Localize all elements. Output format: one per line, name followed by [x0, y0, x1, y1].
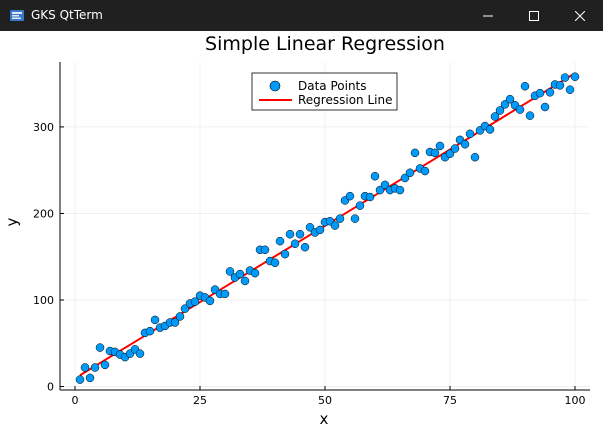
data-point	[270, 258, 280, 268]
data-point	[350, 214, 360, 223]
x-axis-label: x	[320, 410, 329, 428]
data-point	[240, 276, 250, 286]
data-point	[290, 239, 300, 248]
data-point	[280, 249, 290, 259]
close-icon	[575, 10, 585, 21]
legend: Data Points Regression Line	[251, 72, 398, 111]
data-point	[205, 296, 215, 306]
data-point	[545, 88, 555, 97]
data-point	[190, 297, 200, 306]
data-point	[565, 85, 575, 94]
data-point	[485, 125, 495, 134]
data-point	[505, 94, 515, 104]
data-point	[100, 360, 110, 370]
x-tick-label: 0	[72, 394, 79, 407]
data-point	[345, 191, 355, 201]
data-point	[380, 180, 390, 190]
plot-area: 0 25 50 75 100 0 100 200 300 Simple Linear Regre…	[0, 31, 603, 433]
window-title: GKS QtTerm	[31, 8, 103, 22]
data-point	[540, 102, 550, 112]
y-tick-label: 200	[33, 207, 54, 220]
data-point	[495, 106, 505, 115]
x-tick-label: 75	[443, 394, 457, 407]
data-point	[80, 363, 90, 372]
data-point	[75, 375, 85, 384]
data-point	[90, 363, 100, 372]
data-point	[560, 73, 570, 82]
data-point	[180, 304, 190, 313]
data-point	[85, 373, 95, 383]
data-point	[420, 166, 430, 176]
maximize-icon	[529, 10, 539, 21]
data-point	[305, 223, 315, 232]
data-point	[150, 315, 160, 325]
data-point	[225, 267, 235, 276]
data-point	[535, 88, 545, 98]
data-point	[375, 185, 385, 195]
data-point	[490, 112, 500, 121]
minimize-icon	[483, 15, 493, 16]
data-point	[395, 185, 405, 195]
data-point	[370, 171, 380, 181]
x-tick-label: 100	[565, 394, 586, 407]
data-point	[260, 245, 270, 255]
data-point	[410, 148, 420, 158]
legend-label-data-points: Data Points	[298, 79, 367, 93]
data-point	[555, 81, 565, 90]
data-point	[175, 312, 185, 321]
data-point	[145, 326, 155, 336]
data-point	[430, 148, 440, 158]
chart-title: Simple Linear Regression	[205, 33, 445, 55]
data-point	[515, 105, 525, 114]
data-point	[500, 100, 510, 109]
data-point	[365, 192, 375, 202]
data-point	[450, 144, 460, 153]
data-point	[235, 269, 245, 279]
legend-box	[251, 72, 398, 111]
y-tick-label: 0	[47, 381, 54, 394]
y-axis-label: y	[3, 217, 21, 226]
title-bar[interactable]: GKS QtTerm	[0, 0, 603, 31]
y-tick-label: 100	[33, 294, 54, 307]
data-point	[135, 349, 145, 358]
data-point	[525, 111, 535, 120]
data-point	[400, 173, 410, 183]
x-tick-label: 50	[318, 394, 332, 407]
data-point	[520, 81, 530, 91]
data-point	[295, 229, 305, 239]
data-point	[330, 221, 340, 230]
chart: 0 25 50 75 100 0 100 200 300 Simple Linear Regre…	[3, 33, 590, 428]
data-point	[300, 242, 310, 252]
data-point	[285, 229, 295, 239]
data-point	[275, 236, 285, 246]
data-point	[170, 318, 180, 327]
data-point	[465, 129, 475, 139]
maximize-button[interactable]	[511, 0, 557, 31]
data-point	[250, 268, 260, 278]
gks-app-icon	[10, 10, 24, 21]
data-point	[220, 289, 230, 299]
data-point	[315, 225, 325, 235]
x-tick-label: 25	[193, 394, 207, 407]
data-point	[435, 141, 445, 151]
data-point	[405, 168, 415, 178]
minimize-button[interactable]	[465, 0, 511, 31]
data-point	[460, 139, 470, 149]
data-point	[335, 214, 345, 223]
data-point	[355, 201, 365, 210]
data-point	[470, 152, 480, 162]
close-button[interactable]	[557, 0, 603, 31]
data-point	[570, 72, 580, 81]
legend-label-regression-line: Regression Line	[298, 93, 392, 107]
data-point	[95, 343, 105, 352]
legend-marker-data-points	[269, 80, 281, 92]
y-tick-label: 300	[33, 121, 54, 134]
data-point	[445, 149, 455, 158]
